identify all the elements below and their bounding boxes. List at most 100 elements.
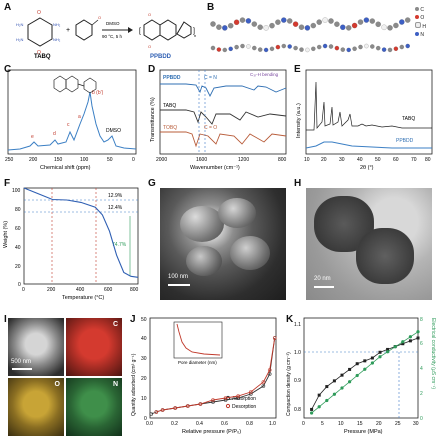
atom-legend: C O H N xyxy=(415,6,435,39)
atom-sphere xyxy=(246,44,251,49)
x-axis-label: Relative pressure (P/P₀) xyxy=(182,429,241,435)
x-tick: 1200 xyxy=(238,157,249,163)
x-tick: 150 xyxy=(54,157,63,163)
atom-sphere xyxy=(299,47,304,52)
absorption-point xyxy=(261,384,266,388)
tem-image: 20 nm xyxy=(306,188,432,300)
panel-a: A O O H₂N H₂N NH₂ NH₂ TABQ + O xyxy=(0,0,200,60)
absorption-point xyxy=(223,398,228,402)
y-ticks-left: 0.8 0.9 1.0 1.1 xyxy=(294,322,301,413)
nmr-chart: e d c a b (b') DMSO 250 200 150 100 50 0… xyxy=(5,69,137,171)
atom-sphere xyxy=(269,22,275,29)
panel-label: I xyxy=(4,314,7,325)
atom-sphere xyxy=(222,25,228,31)
ppbdd-label: PPBDD xyxy=(396,138,414,144)
y-tick: 80 xyxy=(15,207,21,213)
density-point xyxy=(408,339,412,343)
atom-sphere xyxy=(328,18,334,24)
panel-c: C e d c a b (b') DMSO 250 200 150 100 50 xyxy=(0,62,145,172)
desorption-point xyxy=(154,410,159,414)
atom-sphere xyxy=(381,47,387,52)
x-tick: 0.4 xyxy=(196,421,203,427)
atom-sphere xyxy=(293,45,298,51)
y-tick: 0.9 xyxy=(294,378,301,384)
x-tick: 0 xyxy=(22,287,25,293)
atom-sphere xyxy=(245,18,252,24)
atom-sphere xyxy=(316,44,322,50)
svg-text:+: + xyxy=(66,27,70,34)
panel-label: D xyxy=(148,64,156,75)
x-tick: 1.0 xyxy=(269,421,276,427)
x-axis-label: Wavenumber (cm⁻¹) xyxy=(190,165,240,171)
x-tick: 200 xyxy=(29,157,38,163)
y-tick: 20 xyxy=(141,376,147,382)
svg-text:O: O xyxy=(37,50,41,56)
x-tick: 50 xyxy=(375,157,381,163)
panel-i: I 500 nm C O N xyxy=(0,312,122,440)
conductivity-point xyxy=(378,355,382,359)
atom-sphere xyxy=(322,17,328,23)
aldehyde-structure: O xyxy=(75,15,101,41)
x-ticks: 2000 1600 1200 800 xyxy=(156,157,287,163)
atom-sphere xyxy=(216,47,222,52)
desorption-point xyxy=(261,380,266,384)
y-tick: 4 xyxy=(420,366,423,372)
x-tick: 20 xyxy=(376,421,382,427)
desorption-point xyxy=(236,394,240,398)
atom-sphere xyxy=(275,19,281,25)
svg-text:n: n xyxy=(194,33,196,38)
atom-sphere xyxy=(334,45,340,51)
ppbdd-xrd-line xyxy=(305,141,432,149)
desorption-point xyxy=(160,408,165,412)
x-axis-label: Pressure (MPa) xyxy=(344,429,383,435)
compaction-chart: 0 5 10 15 20 25 30 0.8 0.9 1.0 1.1 0 2 4… xyxy=(286,317,436,435)
conductivity-point xyxy=(401,340,405,344)
legend-h: H xyxy=(422,24,427,30)
x-ticks: 0.0 0.2 0.4 0.6 0.8 1.0 xyxy=(146,421,276,427)
tabq-label: TABQ xyxy=(163,103,176,109)
atom-sphere xyxy=(381,24,387,30)
atom-sphere xyxy=(369,18,375,24)
bending-annotation: C₃ᵣ-H bending xyxy=(250,72,279,77)
y-tick: 20 xyxy=(15,264,21,270)
density-point xyxy=(325,385,329,389)
tabq-xrd-line xyxy=(306,81,432,131)
scale-bar-label: 20 nm xyxy=(314,276,331,282)
panel-label: E xyxy=(294,64,301,75)
svg-text:O: O xyxy=(98,15,101,20)
x-tick: 25 xyxy=(395,421,401,427)
ppbdd-ftir-line xyxy=(160,83,287,98)
y-tick: 30 xyxy=(141,356,147,362)
repeat-unit-structure xyxy=(53,75,97,94)
x-axis-label: 2θ (°) xyxy=(360,165,374,171)
atom-sphere xyxy=(258,47,263,52)
absorption-point xyxy=(267,372,272,376)
atom-sphere xyxy=(240,43,245,49)
solvent-label: DMSO xyxy=(106,21,120,26)
atom-sphere xyxy=(251,21,258,27)
pore-size-curve xyxy=(176,323,221,356)
y-ticks: 100 80 60 40 20 0 xyxy=(12,188,21,288)
scale-bar-label: 100 nm xyxy=(168,274,189,280)
y-axis-label: Quantity adsorbed (cm³ g⁻¹) xyxy=(131,353,137,416)
conductivity-point xyxy=(355,373,359,378)
atom-sphere xyxy=(239,17,246,23)
y-tick: 6 xyxy=(420,341,423,347)
x-tick: 30 xyxy=(413,421,419,427)
x-tick: 10 xyxy=(338,421,344,427)
x-tick: 200 xyxy=(47,287,56,293)
atom-sphere xyxy=(263,47,269,53)
density-point xyxy=(340,373,344,377)
x-tick: 100 xyxy=(80,157,89,163)
tabq-ftir-line xyxy=(160,109,287,125)
y-tick: 2 xyxy=(420,391,423,397)
atom-sphere xyxy=(263,25,269,31)
x-tick: 80 xyxy=(425,157,431,163)
tga-chart: 100 80 60 40 20 0 0 200 400 600 800 Temp… xyxy=(3,187,139,301)
loss-annotation-3: 74.7% xyxy=(112,242,127,248)
atom-sphere xyxy=(281,17,287,23)
y-axis-label: Intensity (a.u.) xyxy=(296,103,302,138)
molecular-model xyxy=(210,17,411,53)
peak-label-e: e xyxy=(31,134,34,140)
y-tick: 1.0 xyxy=(294,350,301,356)
